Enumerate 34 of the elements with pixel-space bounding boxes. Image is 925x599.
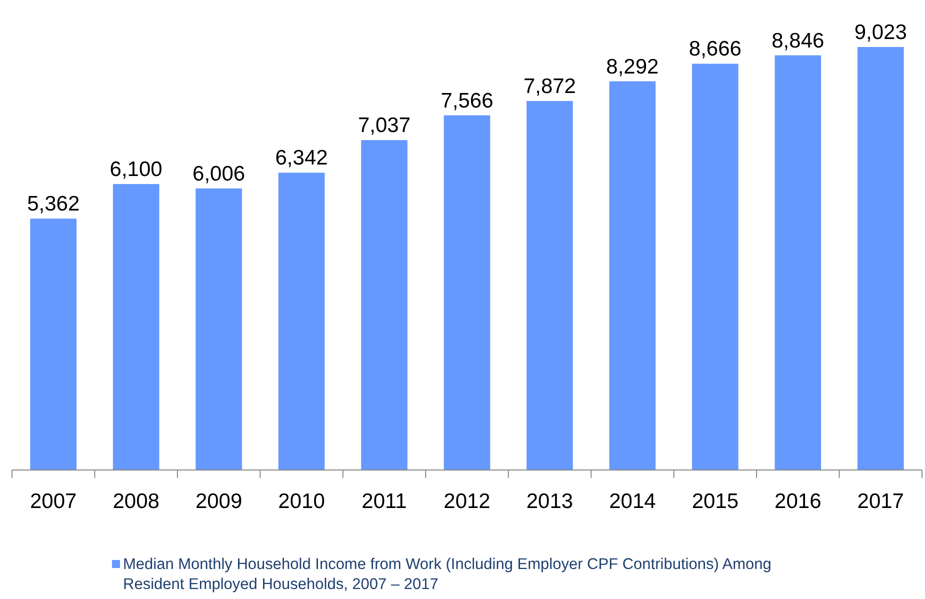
bar [774,55,822,470]
bar [609,81,656,470]
x-tick-label: 2017 [857,490,904,513]
bar [526,100,573,470]
x-tick-label: 2014 [609,490,656,513]
x-tick-label: 2010 [278,490,325,513]
bar [278,172,325,470]
bar [361,140,408,470]
data-label: 6,100 [110,158,162,182]
x-tick-label: 2011 [362,490,407,513]
data-label: 7,872 [523,74,576,98]
x-tick-label: 2016 [774,490,822,513]
bar [444,115,490,470]
data-label: 5,362 [27,192,80,216]
bar [112,184,160,470]
x-tick-label: 2013 [526,490,574,513]
bar [692,64,738,470]
x-tick-label: 2015 [692,490,739,513]
data-label: 6,006 [192,162,246,186]
x-tick-label: 2007 [30,490,77,513]
data-label: 9,023 [854,21,907,44]
bar [30,218,77,470]
bar [196,188,242,470]
data-label: 7,037 [358,114,411,138]
data-label: 7,566 [440,89,494,112]
bar [857,47,904,470]
data-label: 6,342 [275,146,328,170]
x-tick-label: 2009 [195,490,242,513]
legend-label: Median Monthly Household Income from Work (Including Employer CPF Contributions) Among Resident Employed Households, 2007 – 2017 [123,556,772,593]
x-tick-label: 2012 [444,490,490,513]
data-label: 8,292 [606,55,659,78]
data-label: 8,666 [688,38,742,61]
x-tick-label: 2008 [112,490,160,513]
data-label: 8,846 [772,29,824,52]
